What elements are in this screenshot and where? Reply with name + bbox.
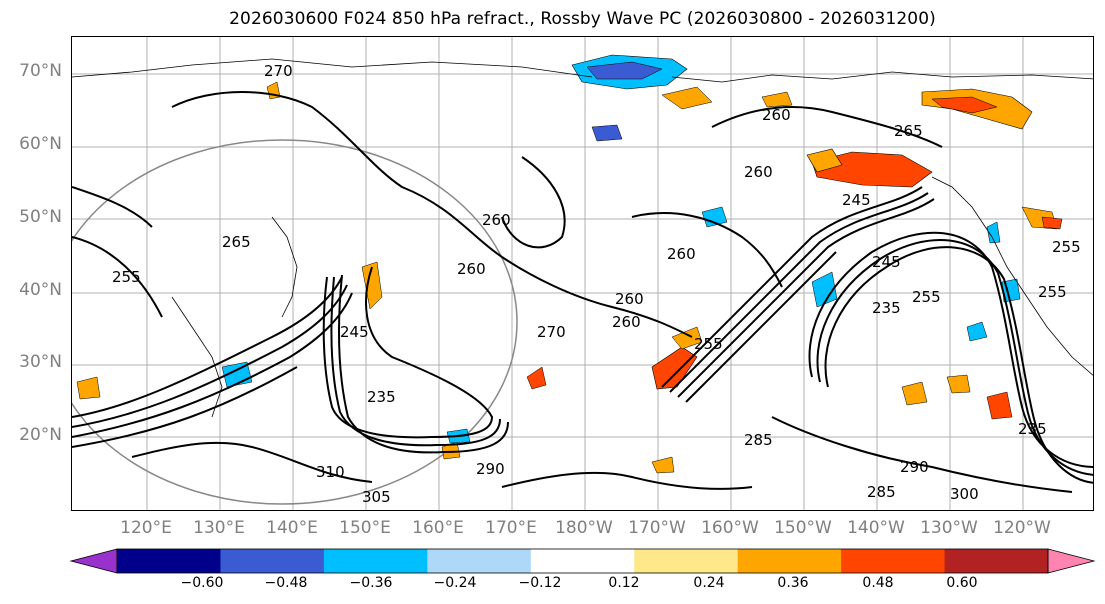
map-title: 2026030600 F024 850 hPa refract., Rossby… (229, 9, 936, 29)
contour-labels: 270 260 265 260 265 255 260 260 260 270 … (112, 62, 1081, 506)
colorbar-extend-max (1047, 548, 1096, 574)
contour-label: 290 (900, 458, 929, 476)
lat-label: 40°N (19, 280, 62, 300)
contour-label: 310 (316, 463, 345, 481)
lat-label: 30°N (19, 352, 62, 372)
lat-label: 70°N (19, 61, 62, 81)
lon-label: 180°W (555, 518, 613, 538)
lon-label: 150°E (339, 518, 391, 538)
contour-label: 245 (340, 323, 369, 341)
lon-label: 130°W (920, 518, 978, 538)
contour-label: 265 (894, 122, 923, 140)
contour-label: 270 (264, 62, 293, 80)
contour-label: 260 (762, 106, 791, 124)
shading-positive (76, 81, 1063, 474)
lon-label: 120°W (993, 518, 1051, 538)
contour-label: 255 (112, 268, 141, 286)
lon-label: 150°W (774, 518, 832, 538)
great-circle (72, 139, 518, 505)
lon-label: 160°E (412, 518, 464, 538)
coastlines (72, 58, 1093, 418)
graticule (72, 37, 1093, 510)
colorbar-tick-label: −0.36 (349, 575, 393, 591)
contour-label: 305 (362, 488, 391, 506)
contour-label: 245 (842, 191, 871, 209)
lon-label: 170°E (485, 518, 537, 538)
lon-label: 170°W (628, 518, 686, 538)
contour-label: 260 (482, 211, 511, 229)
contour-label: 255 (1052, 238, 1081, 256)
contour-label: 235 (1018, 420, 1047, 438)
lat-label: 50°N (19, 207, 62, 227)
colorbar-extend-min (69, 548, 118, 574)
lon-label: 140°E (266, 518, 318, 538)
colorbar-tick-label: 0.24 (693, 575, 725, 591)
contour-label: 265 (222, 233, 251, 251)
contour-label: 255 (912, 288, 941, 306)
contour-label: 255 (1038, 283, 1067, 301)
colorbar (69, 548, 1096, 574)
colorbar-segment (117, 549, 221, 573)
colorbar-tick-label: 0.60 (946, 575, 978, 591)
contour-label: 260 (744, 163, 773, 181)
colorbar-tick-label: −0.48 (264, 575, 308, 591)
colorbar-segment (944, 549, 1049, 573)
colorbar-tick-label: 0.12 (608, 575, 640, 591)
contour-label: 285 (744, 431, 773, 449)
colorbar-segment (841, 549, 946, 573)
lon-label: 130°E (193, 518, 245, 538)
lat-label: 60°N (19, 134, 62, 154)
contour-label: 270 (537, 323, 566, 341)
lat-label: 20°N (19, 425, 62, 445)
colorbar-segment (427, 549, 532, 573)
contours (72, 91, 1093, 493)
contour-label: 245 (872, 253, 901, 271)
map-canvas: 270 260 265 260 265 255 260 260 260 270 … (72, 37, 1093, 510)
contour-label: 300 (950, 485, 979, 503)
contour-label: 290 (476, 460, 505, 478)
map-panel[interactable]: 270 260 265 260 265 255 260 260 260 270 … (71, 36, 1094, 511)
lon-label: 120°E (120, 518, 172, 538)
contour-label: 260 (457, 260, 486, 278)
colorbar-tick-label: −0.60 (180, 575, 224, 591)
contour-label: 235 (367, 388, 396, 406)
colorbar-tick-label: −0.12 (518, 575, 562, 591)
colorbar-segment (323, 549, 428, 573)
lon-label: 140°W (847, 518, 905, 538)
colorbar-segment (737, 549, 842, 573)
contour-label: 255 (694, 335, 723, 353)
lon-label: 160°W (701, 518, 759, 538)
colorbar-tick-label: 0.48 (862, 575, 894, 591)
contour-label: 235 (872, 299, 901, 317)
contour-label: 260 (667, 245, 696, 263)
colorbar-outline (116, 548, 1049, 574)
contour-label: 260 (615, 290, 644, 308)
colorbar-tick-label: −0.24 (433, 575, 477, 591)
colorbar-tick-label: 0.36 (777, 575, 809, 591)
colorbar-segment (530, 549, 635, 573)
colorbar-segment (634, 549, 739, 573)
contour-label: 260 (612, 313, 641, 331)
colorbar-segment (220, 549, 325, 573)
contour-label: 285 (867, 483, 896, 501)
